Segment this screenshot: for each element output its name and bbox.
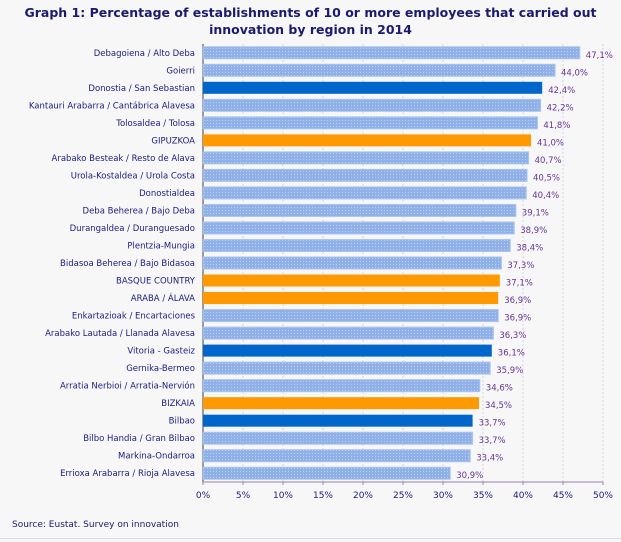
category-label: Bidasoa Beherea / Bajo Bidasoa xyxy=(60,259,195,269)
x-tick-label: 45% xyxy=(553,491,573,501)
category-label: Bilbo Handia / Gran Bilbao xyxy=(83,434,195,444)
bar xyxy=(202,116,538,130)
value-label: 36,9% xyxy=(504,314,531,324)
value-label: 42,4% xyxy=(548,86,575,96)
bar xyxy=(203,397,479,410)
category-label: Arratia Nerbioi / Arratia-Nervión xyxy=(60,381,195,392)
value-label: 42,2% xyxy=(547,103,574,113)
category-label: Deba Beherea / Bajo Deba xyxy=(83,206,195,216)
bar xyxy=(202,449,471,463)
value-label: 37,1% xyxy=(506,279,533,289)
bar xyxy=(202,98,542,112)
value-label: 40,7% xyxy=(535,156,562,166)
category-label: Donostialdea xyxy=(139,189,195,199)
bar xyxy=(202,256,502,270)
x-tick-label: 25% xyxy=(393,491,413,501)
bar xyxy=(202,151,530,165)
bar-chart: 0% 5% 10% 15% 20% 25% 30% 35% 40% 45% 50% Debagoien… xyxy=(29,44,613,501)
category-label: Bilbao xyxy=(169,417,195,427)
category-label: Durangaldea / Duranguesado xyxy=(70,224,195,234)
category-label: Plentzia-Mungia xyxy=(127,241,195,251)
value-label: 36,3% xyxy=(499,331,526,341)
bar xyxy=(202,326,494,340)
category-label: Enkartazioak / Encartaciones xyxy=(72,312,196,322)
category-label: Kantauri Arabarra / Cantábrica Alavesa xyxy=(29,101,195,111)
bar xyxy=(202,63,556,77)
value-label: 36,9% xyxy=(504,296,531,306)
source-note: Source: Eustat. Survey on innovation xyxy=(12,520,179,530)
x-tick-label: 50% xyxy=(593,491,613,501)
value-label: 41,8% xyxy=(543,121,570,131)
category-label: Errioxa Arabarra / Rioja Alavesa xyxy=(60,469,195,479)
value-label: 40,5% xyxy=(533,173,560,183)
value-label: 47,1% xyxy=(586,51,613,61)
category-label: Goierri xyxy=(166,66,195,76)
x-tick-label: 15% xyxy=(313,491,333,501)
category-label: Arabako Lautada / Llanada Alavesa xyxy=(45,329,195,339)
bar xyxy=(203,81,543,94)
bar xyxy=(203,274,500,287)
value-label: 38,4% xyxy=(516,243,543,253)
category-label: BIZKAIA xyxy=(161,399,195,409)
category-label: GIPUZKOA xyxy=(151,136,195,146)
category-label: Urola-Kostaldea / Urola Costa xyxy=(71,171,195,181)
x-tick-label: 0% xyxy=(196,491,211,501)
value-label: 33,4% xyxy=(476,454,503,464)
value-label: 30,9% xyxy=(456,471,483,481)
value-label: 34,6% xyxy=(486,384,513,394)
x-tick-label: 5% xyxy=(236,491,251,501)
x-tick-label: 40% xyxy=(513,491,533,501)
value-label: 33,7% xyxy=(479,436,506,446)
value-label: 44,0% xyxy=(561,68,588,78)
bar xyxy=(202,431,474,445)
divider xyxy=(0,538,621,539)
bar xyxy=(202,203,517,217)
value-label: 41,0% xyxy=(537,138,564,148)
value-label: 39,1% xyxy=(522,208,549,218)
category-label: Debagoiena / Alto Deba xyxy=(94,49,195,59)
bar xyxy=(202,168,528,182)
category-label: ARABA / ÁLAVA xyxy=(131,292,195,304)
bar xyxy=(202,186,527,200)
bar xyxy=(202,379,481,393)
category-label: Tolosaldea / Tolosa xyxy=(115,119,195,129)
value-label: 35,9% xyxy=(496,366,523,376)
chart-title: Graph 1: Percentage of establishments of… xyxy=(24,5,597,37)
value-label: 40,4% xyxy=(532,191,559,201)
value-label: 37,3% xyxy=(507,261,534,271)
category-label: BASQUE COUNTRY xyxy=(116,277,196,287)
x-tick-label: 10% xyxy=(273,491,293,501)
category-label: Arabako Besteak / Resto de Alava xyxy=(52,154,195,164)
bar xyxy=(202,46,581,60)
value-label: 34,5% xyxy=(485,401,512,411)
bar xyxy=(203,292,499,305)
bar xyxy=(202,361,491,375)
x-tick-label: 30% xyxy=(433,491,453,501)
bar xyxy=(203,344,492,357)
bar xyxy=(202,466,451,480)
value-label: 33,7% xyxy=(479,419,506,429)
bar xyxy=(202,221,515,235)
category-label: Gernika-Bermeo xyxy=(126,364,195,374)
bar xyxy=(202,309,499,323)
bar xyxy=(202,238,511,252)
value-label: 38,9% xyxy=(520,226,547,236)
bar xyxy=(203,134,531,147)
category-label: Markina-Ondarroa xyxy=(118,452,195,462)
x-tick-label: 20% xyxy=(353,491,373,501)
value-label: 36,1% xyxy=(498,349,525,359)
bar xyxy=(203,414,473,427)
category-label: Vitoria - Gasteiz xyxy=(127,347,195,357)
category-label: Donostia / San Sebastian xyxy=(88,84,195,94)
x-tick-label: 35% xyxy=(473,491,493,501)
